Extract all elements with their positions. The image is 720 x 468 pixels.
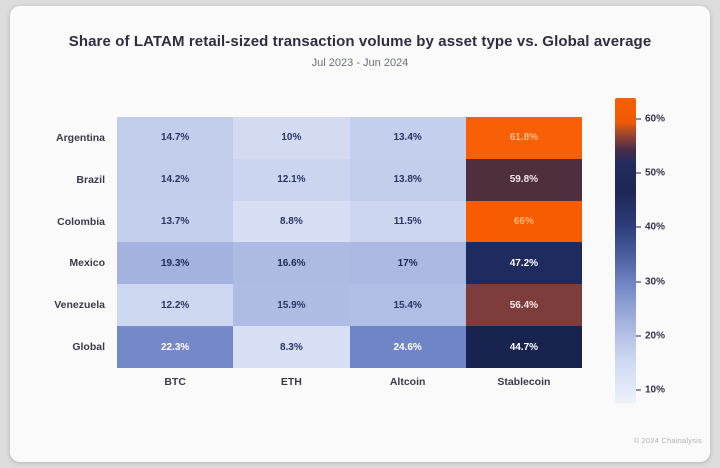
chart-title: Share of LATAM retail-sized transaction … [68,33,652,50]
heatmap-cell: 14.7% [117,117,234,159]
column-label: Stablecoin [497,376,551,388]
heatmap-cell: 17% [349,242,466,285]
colorbar-tick-label: 40% [645,221,666,233]
heatmap-cell: 15.4% [349,284,466,327]
row-labels: Argentina Brazil Colombia Mexico Venezuela Gl… [0,117,105,368]
colorbar-tick-dash [636,226,641,229]
heatmap-cell: 14.2% [117,158,234,201]
colorbar-tick-label: 50% [645,167,666,179]
colorbar-tick-label: 10% [645,384,666,396]
colorbar-tick-dash [636,389,641,391]
heatmap: 14.7% 10% 13.4% 61.8% 14.2% 12.1% 13.8% 59.8% 13… [117,117,582,368]
heatmap-cell: 12.2% [117,284,234,327]
column-labels: BTC ETH Altcoin Stablecoin [117,376,582,392]
heatmap-cell: 12.1% [233,158,350,201]
heatmap-cell: 8.3% [233,326,350,368]
heatmap-cell: 22.3% [117,326,234,368]
heatmap-cell: 24.6% [349,326,466,368]
heatmap-cell: 10% [233,117,350,159]
colorbar-tick-dash [636,334,641,337]
heatmap-cell: 16.6% [233,242,350,285]
heatmap-cell: 8.8% [233,200,350,243]
watermark: © 2024 Chainalysis [633,436,702,445]
colorbar-tick-dash [636,172,641,175]
column-label: BTC [164,376,186,388]
colorbar-tick-label: 20% [645,330,666,342]
heatmap-cell: 15.9% [233,284,350,327]
row-label: Global [72,341,105,354]
colorbar-tick-label: 60% [645,113,666,125]
heatmap-cell: 13.8% [349,158,466,201]
column-label: ETH [280,376,302,388]
row-label: Colombia [57,215,105,228]
heatmap-cell: 13.4% [349,117,466,159]
heatmap-cell: 44.7% [465,326,582,368]
row-label: Venezuela [54,299,105,312]
row-label: Argentina [55,131,105,144]
colorbar-tick-dash [636,118,641,120]
heatmap-cell: 19.3% [117,242,234,285]
heatmap-cell: 61.8% [465,117,582,159]
heatmap-cell: 11.5% [349,200,466,243]
heatmap-cell: 56.4% [465,284,582,327]
colorbar-tick-label: 30% [645,276,666,288]
heatmap-cell: 47.2% [465,242,582,285]
heatmap-cell: 13.7% [117,200,234,243]
colorbar-tick-dash [636,280,641,283]
chart-subtitle: Jul 2023 - Jun 2024 [311,57,409,69]
row-label: Brazil [76,173,105,186]
column-label: Altcoin [389,376,426,388]
colorbar [615,98,636,403]
heatmap-cell: 59.8% [465,158,582,201]
row-label: Mexico [69,257,105,270]
heatmap-cell: 66% [465,200,582,243]
